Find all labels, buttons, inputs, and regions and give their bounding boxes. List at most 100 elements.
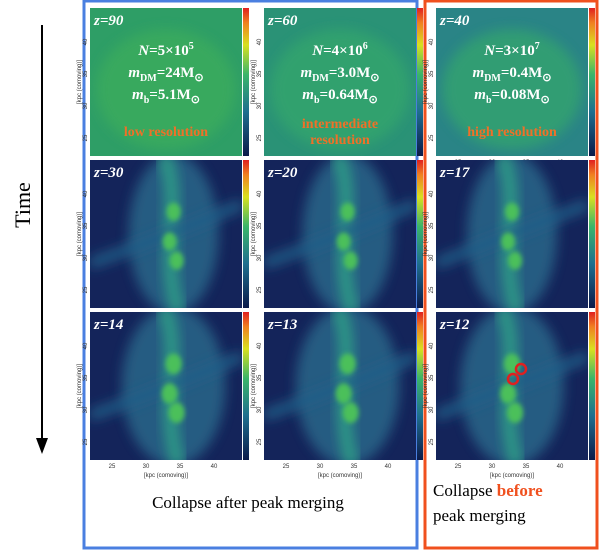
y-tick-label: 30 xyxy=(83,254,89,261)
colorbar xyxy=(589,160,595,308)
y-tick-label: 25 xyxy=(429,438,435,445)
y-tick-label: 35 xyxy=(429,222,435,229)
y-tick-label: 40 xyxy=(83,190,89,197)
value: =3×10 xyxy=(495,43,535,59)
y-axis-label: [kpc (comoving)] xyxy=(423,212,429,256)
redshift-label: z=90 xyxy=(93,13,124,29)
superscript: 5 xyxy=(189,41,194,52)
resolution-label: low resolution xyxy=(124,125,208,140)
y-tick-label: 35 xyxy=(429,374,435,381)
value: =5×10 xyxy=(149,43,189,59)
clump xyxy=(166,353,182,374)
y-axis-label: [kpc (comoving)] xyxy=(77,212,83,256)
y-tick-label: 40 xyxy=(257,342,263,349)
symbol: m xyxy=(472,65,484,81)
y-tick-label: 35 xyxy=(257,374,263,381)
y-axis-label: [kpc (comoving)] xyxy=(251,364,257,408)
x-axis-label: [kpc (comoving)] xyxy=(144,473,188,479)
resolution-label: resolution xyxy=(310,133,370,148)
symbol: m xyxy=(474,87,486,103)
redshift-label: z=40 xyxy=(439,13,470,29)
value: =0.08M xyxy=(492,87,541,103)
caption-emph: before xyxy=(497,481,543,500)
y-tick-label: 35 xyxy=(257,222,263,229)
clump xyxy=(344,252,358,270)
x-tick-label: 30 xyxy=(143,464,150,470)
y-tick-label: 40 xyxy=(429,342,435,349)
unit-subscript: ⊙ xyxy=(368,94,377,106)
y-tick-label: 30 xyxy=(429,254,435,261)
y-axis-label: [kpc (comoving)] xyxy=(423,364,429,408)
resolution-label: intermediate xyxy=(302,117,378,132)
clump xyxy=(508,252,522,270)
y-tick-label: 35 xyxy=(83,70,89,77)
caption-right-2: peak merging xyxy=(433,506,526,525)
x-axis-label: [kpc (comoving)] xyxy=(490,473,534,479)
symbol: m xyxy=(132,87,144,103)
figure: Time 25303540[kpc (comoving)]z=90N=5×105… xyxy=(0,0,600,552)
colorbar xyxy=(243,8,249,156)
redshift-label: z=13 xyxy=(267,317,298,333)
x-tick-label: 35 xyxy=(177,464,184,470)
clump xyxy=(167,203,181,221)
colorbar xyxy=(589,8,595,156)
y-axis-label: [kpc (comoving)] xyxy=(77,364,83,408)
clump xyxy=(163,232,177,250)
panel: 25303540[kpc (comoving)]25303540[kpc (co… xyxy=(423,306,595,479)
y-tick-label: 40 xyxy=(429,190,435,197)
caption-right: Collapse before xyxy=(433,481,543,500)
x-tick-label: 25 xyxy=(455,464,462,470)
resolution-label: high resolution xyxy=(467,125,557,140)
redshift-label: z=17 xyxy=(439,165,470,181)
unit-subscript: ⊙ xyxy=(370,72,379,84)
x-tick-label: 40 xyxy=(385,464,392,470)
x-tick-label: 25 xyxy=(109,464,116,470)
unit-subscript: ⊙ xyxy=(540,94,549,106)
x-tick-label: 35 xyxy=(351,464,358,470)
value: =3.0M xyxy=(329,65,370,81)
clump xyxy=(336,383,352,404)
x-tick-label: 30 xyxy=(317,464,324,470)
x-tick-label: 25 xyxy=(283,464,290,470)
y-tick-label: 25 xyxy=(257,286,263,293)
y-tick-label: 30 xyxy=(257,406,263,413)
clump xyxy=(337,232,351,250)
redshift-label: z=30 xyxy=(93,165,124,181)
redshift-label: z=12 xyxy=(439,317,470,333)
clump xyxy=(340,353,356,374)
y-axis-label: [kpc (comoving)] xyxy=(251,212,257,256)
x-axis-label: [kpc (comoving)] xyxy=(318,473,362,479)
value: =0.4M xyxy=(501,65,542,81)
parameter: N=4×106 xyxy=(311,41,367,59)
y-tick-label: 30 xyxy=(257,102,263,109)
clump xyxy=(170,252,184,270)
clump xyxy=(343,402,359,423)
symbol: m xyxy=(302,87,314,103)
caption-text: Collapse xyxy=(433,481,497,500)
y-axis-label: [kpc (comoving)] xyxy=(77,60,83,104)
y-axis-label: [kpc (comoving)] xyxy=(423,60,429,104)
panel: 25303540[kpc (comoving)]25303540z=40N=3×… xyxy=(423,8,595,166)
symbol: m xyxy=(300,65,312,81)
value: =4×10 xyxy=(323,43,363,59)
redshift-label: z=20 xyxy=(267,165,298,181)
y-tick-label: 35 xyxy=(257,70,263,77)
y-tick-label: 25 xyxy=(257,134,263,141)
unit-subscript: ⊙ xyxy=(194,72,203,84)
y-tick-label: 25 xyxy=(429,286,435,293)
value: =24M xyxy=(157,65,195,81)
y-tick-label: 35 xyxy=(429,70,435,77)
arrow-head xyxy=(36,438,48,454)
parameter: N=5×105 xyxy=(137,41,193,59)
y-tick-label: 40 xyxy=(257,38,263,45)
y-tick-label: 30 xyxy=(429,102,435,109)
unit-subscript: ⊙ xyxy=(191,94,200,106)
redshift-label: z=14 xyxy=(93,317,124,333)
y-tick-label: 35 xyxy=(83,222,89,229)
redshift-label: z=60 xyxy=(267,13,298,29)
y-tick-label: 40 xyxy=(83,38,89,45)
